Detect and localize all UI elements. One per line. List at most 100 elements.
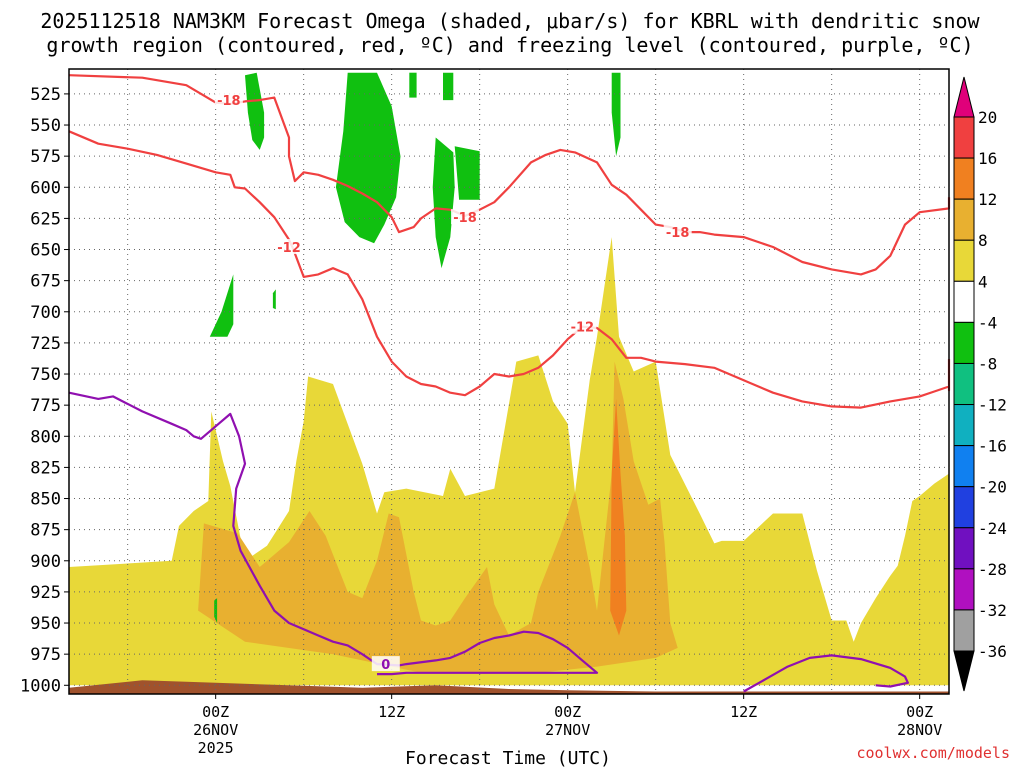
x-tick-label: 00Z bbox=[554, 703, 581, 721]
chart-title-line1: 2025112518 NAM3KM Forecast Omega (shaded… bbox=[40, 9, 980, 33]
colorbar-segment bbox=[953, 116, 975, 159]
omega-region-sink-upper-center bbox=[335, 72, 401, 244]
colorbar: 20 16 12 8 4 -4 -8 -12 -16 -20 -24 -28 -32 -36 bbox=[953, 76, 1007, 692]
x-axis-label: Forecast Time (UTC) bbox=[405, 748, 611, 768]
temperature-contours: -18 -18 -18 -12 -12 0 bbox=[68, 74, 951, 693]
omega-region-sink-low-left bbox=[209, 274, 234, 337]
contour-label-bg bbox=[451, 209, 479, 225]
omega-region-sink-strip-c bbox=[611, 72, 621, 157]
contour-label: -12 bbox=[277, 241, 301, 256]
colorbar-label: -28 bbox=[978, 560, 1007, 579]
y-tick-label: 925 bbox=[30, 583, 61, 603]
y-tick-label: 1000 bbox=[20, 676, 61, 696]
contour-label-bg bbox=[275, 239, 303, 255]
colorbar-segment bbox=[953, 486, 975, 529]
contour-label: -12 bbox=[571, 321, 595, 336]
x-tick-label: 2025 bbox=[198, 739, 234, 757]
contour-label: -18 bbox=[217, 94, 241, 109]
y-tick-label: 725 bbox=[30, 334, 61, 354]
y-tick-label: 625 bbox=[30, 209, 61, 229]
colorbar-label: 8 bbox=[978, 231, 988, 250]
colorbar-segment bbox=[953, 239, 975, 282]
colorbar-segment bbox=[953, 280, 975, 323]
colorbar-segment bbox=[953, 157, 975, 200]
contour-minus-18-isotherm bbox=[68, 74, 951, 276]
x-tick-label: 00Z bbox=[906, 703, 933, 721]
y-tick-label: 575 bbox=[30, 147, 61, 167]
y-tick-label: 525 bbox=[30, 85, 61, 105]
y-tick-label: 750 bbox=[30, 365, 61, 385]
omega-shading bbox=[69, 72, 949, 686]
contour-label-bg bbox=[663, 224, 692, 240]
omega-region-sink-strip-a bbox=[409, 72, 417, 98]
y-tick-label: 700 bbox=[30, 303, 61, 323]
colorbar-segment bbox=[953, 404, 975, 447]
omega-region-sink-small-b bbox=[214, 598, 218, 623]
colorbar-label: -32 bbox=[978, 601, 1007, 620]
y-tick-label: 650 bbox=[30, 241, 61, 261]
plot-area: -18 -18 -18 -12 -12 0 bbox=[68, 68, 951, 695]
omega-region-sink-mid-column bbox=[432, 137, 455, 269]
colorbar-segment bbox=[953, 362, 975, 406]
x-tick-label: 12Z bbox=[378, 703, 405, 721]
contour-minus-12-isotherm bbox=[68, 130, 951, 409]
x-tick-label: 12Z bbox=[730, 703, 757, 721]
omega-region-sink-upper-left bbox=[245, 72, 265, 150]
colorbar-segment bbox=[953, 198, 975, 241]
colorbar-top-arrow bbox=[953, 76, 975, 118]
omega-region-sink-mid-block bbox=[454, 146, 480, 200]
y-tick-label: 975 bbox=[30, 645, 61, 665]
chart-title-line2: growth region (contoured, red, ºC) and f… bbox=[46, 33, 973, 57]
contour-label-bg bbox=[214, 92, 243, 108]
x-tick-label: 26NOV bbox=[193, 721, 238, 739]
plot-frame bbox=[68, 68, 950, 695]
y-tick-label: 950 bbox=[30, 614, 61, 634]
x-tick-label: 00Z bbox=[202, 703, 229, 721]
contour-freezing-level-right-loop bbox=[743, 654, 910, 693]
y-tick-label: 875 bbox=[30, 521, 61, 541]
y-tick-label: 850 bbox=[30, 490, 61, 510]
y-tick-label: 900 bbox=[30, 552, 61, 572]
omega-region-sink-small-a bbox=[272, 289, 276, 310]
contour-label: 0 bbox=[381, 658, 390, 673]
colorbar-label: -4 bbox=[978, 313, 997, 332]
colorbar-label: -20 bbox=[978, 478, 1007, 497]
colorbar-label: -12 bbox=[978, 396, 1007, 415]
omega-region-rise-core-12-16 bbox=[610, 398, 627, 636]
y-tick-label: 800 bbox=[30, 427, 61, 447]
y-tick-label: 675 bbox=[30, 272, 61, 292]
colorbar-segment bbox=[953, 609, 975, 652]
y-tick-label: 775 bbox=[30, 396, 61, 416]
contour-label-bg bbox=[371, 656, 400, 672]
x-tick-label: 27NOV bbox=[545, 721, 590, 739]
colorbar-label: -24 bbox=[978, 519, 1007, 538]
colorbar-label: -36 bbox=[978, 642, 1007, 661]
terrain-fill bbox=[69, 680, 949, 694]
terrain-layer bbox=[69, 680, 949, 694]
y-tick-label: 825 bbox=[30, 458, 61, 478]
omega-region-sink-strip-b bbox=[443, 72, 454, 101]
colorbar-bottom-arrow bbox=[953, 650, 975, 692]
omega-region-rise-layer-8-12 bbox=[198, 361, 678, 673]
colorbar-label: -8 bbox=[978, 354, 997, 373]
y-tick-label: 600 bbox=[30, 178, 61, 198]
colorbar-label: 20 bbox=[978, 108, 997, 127]
colorbar-label: 4 bbox=[978, 272, 988, 291]
contour-label-bg bbox=[568, 318, 597, 334]
colorbar-label: 12 bbox=[978, 190, 997, 209]
colorbar-segment bbox=[953, 527, 975, 570]
colorbar-segment bbox=[953, 568, 975, 611]
colorbar-label: 16 bbox=[978, 149, 997, 168]
gridlines bbox=[69, 69, 949, 694]
colorbar-label: -16 bbox=[978, 437, 1007, 456]
credit-text: coolwx.com/models bbox=[856, 744, 1010, 762]
colorbar-segment bbox=[953, 321, 975, 364]
colorbar-segment bbox=[953, 445, 975, 488]
contour-label: -18 bbox=[666, 226, 690, 241]
y-axis-ticks: 525 550 575 600 625 650 675 700 725 750 775 800 825 8… bbox=[20, 85, 69, 696]
y-tick-label: 550 bbox=[30, 116, 61, 136]
x-tick-label: 28NOV bbox=[897, 721, 942, 739]
contour-label: -18 bbox=[453, 211, 477, 226]
